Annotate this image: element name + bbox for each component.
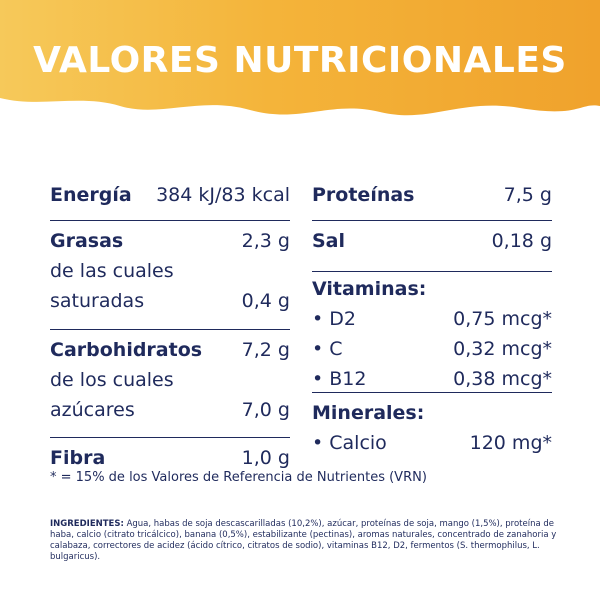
ingredients-block: INGREDIENTES: Agua, habas de soja descas… [50,519,560,563]
vitamina-c-name: C [312,334,342,364]
energia-label: Energía [50,184,132,206]
nutrition-right-column: Proteínas 7,5 g Sal 0,18 g Vitaminas: D2… [312,180,552,468]
row-carbohidratos: Carbohidratos 7,2 g de los cuales azúcar… [50,330,290,438]
carbohidratos-sub-value: 7,0 g [241,399,290,421]
vitamina-item: C 0,32 mcg* [312,334,552,364]
row-grasas: Grasas 2,3 g de las cuales saturadas 0,4… [50,221,290,330]
fibra-label: Fibra [50,447,106,469]
vitamina-item: B12 0,38 mcg* [312,364,552,394]
proteinas-value: 7,5 g [503,184,552,206]
vitaminas-label: Vitaminas: [312,278,427,300]
carbohidratos-value: 7,2 g [241,339,290,361]
vitamina-d2-value: 0,75 mcg* [453,308,552,330]
row-energia: Energía 384 kJ/83 kcal [50,180,290,221]
vitamina-d2-name: D2 [312,304,356,334]
row-minerales: Minerales: Calcio 120 mg* [312,393,552,468]
header-banner: VALORES NUTRICIONALES [0,0,600,126]
grasas-sub-label-1: de las cuales [50,260,174,282]
mineral-item: Calcio 120 mg* [312,428,552,458]
ingredients-text: Agua, habas de soja descascarilladas (10… [50,519,557,562]
banner-brush-edge [0,98,600,126]
grasas-value: 2,3 g [241,230,290,252]
sal-value: 0,18 g [491,230,552,252]
grasas-sub-label-2: saturadas [50,290,145,312]
carbohidratos-sub-label-1: de los cuales [50,369,174,391]
vrn-footnote: * = 15% de los Valores de Referencia de … [50,470,427,485]
row-fibra: Fibra 1,0 g [50,438,290,483]
vitamina-c-value: 0,32 mcg* [453,338,552,360]
sal-label: Sal [312,230,346,252]
ingredients-label: INGREDIENTES: [50,519,124,529]
proteinas-label: Proteínas [312,184,415,206]
fibra-value: 1,0 g [241,447,290,469]
page-title: VALORES NUTRICIONALES [33,40,567,81]
energia-value: 384 kJ/83 kcal [156,184,290,206]
minerales-label: Minerales: [312,402,425,424]
row-sal: Sal 0,18 g [312,221,552,272]
carbohidratos-sub-label-2: azúcares [50,399,135,421]
calcio-value: 120 mg* [469,432,552,454]
nutrition-left-column: Energía 384 kJ/83 kcal Grasas 2,3 g de l… [50,180,290,483]
vitamina-item: D2 0,75 mcg* [312,304,552,334]
vitamina-b12-name: B12 [312,364,366,394]
calcio-name: Calcio [312,428,387,458]
vitamina-b12-value: 0,38 mcg* [453,368,552,390]
row-proteinas: Proteínas 7,5 g [312,180,552,221]
grasas-sub-value: 0,4 g [241,290,290,312]
carbohidratos-label: Carbohidratos [50,339,203,361]
row-vitaminas: Vitaminas: D2 0,75 mcg* C 0,32 mcg* B12 … [312,272,552,393]
grasas-label: Grasas [50,230,124,252]
